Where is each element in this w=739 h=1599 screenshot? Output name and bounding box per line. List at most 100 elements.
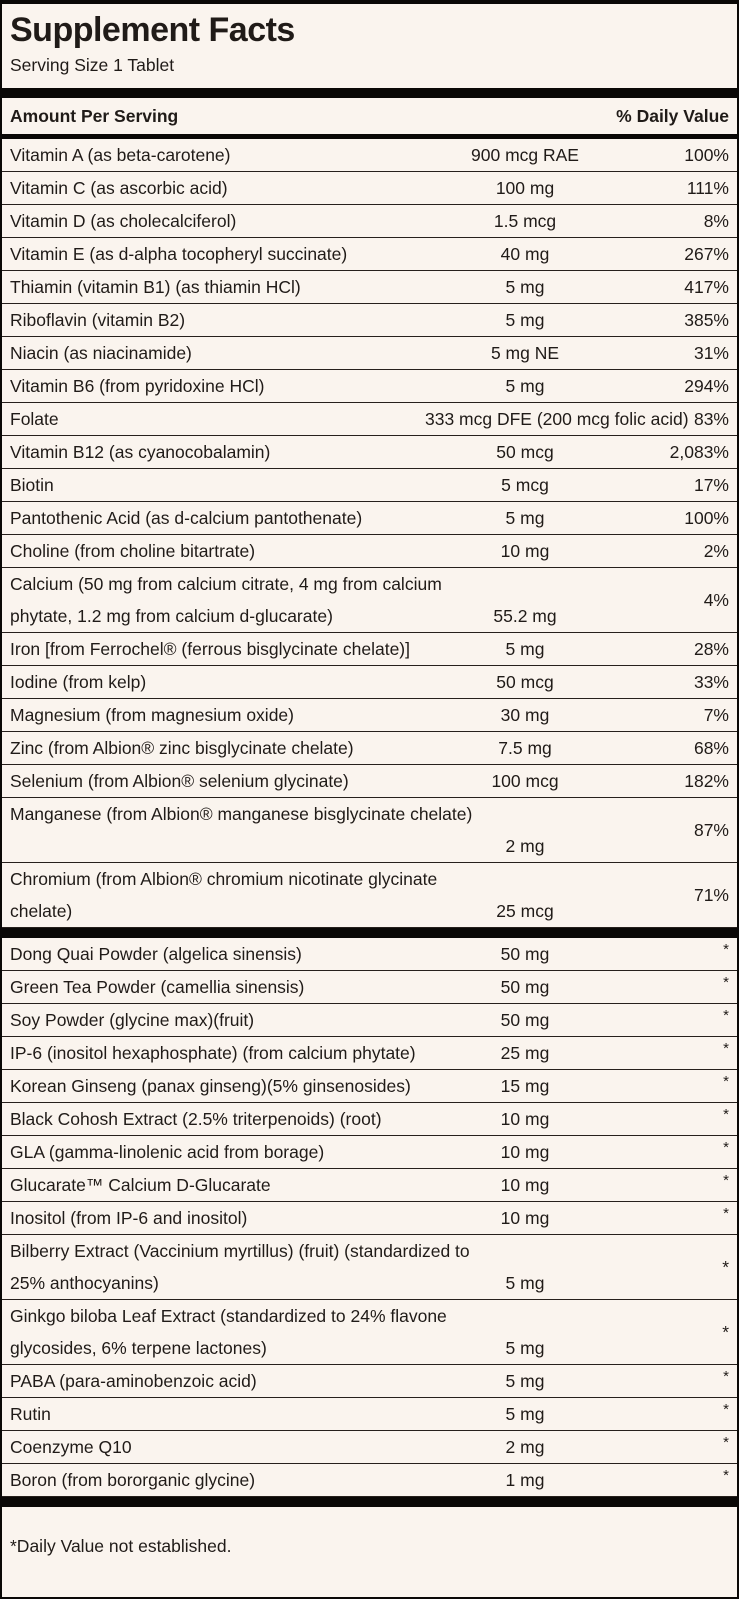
table-row: Calcium (50 mg from calcium citrate, 4 m… [2, 568, 737, 633]
daily-value-cell: 4% [703, 589, 729, 610]
ingredient-name: Choline (from choline bitartrate) [10, 541, 256, 561]
table-row: Dong Quai Powder (algelica sinensis) 50 … [2, 938, 737, 971]
daily-value-cell: * [723, 1401, 729, 1418]
table-row: Magnesium (from magnesium oxide) 30 mg 7… [2, 699, 737, 732]
ingredient-name: Boron (from bororganic glycine) [10, 1470, 256, 1490]
ingredient-name: Calcium (50 mg from calcium citrate, 4 m… [10, 574, 442, 594]
daily-value-cell: 385% [684, 309, 729, 330]
daily-value-footnote: *Daily Value not established. [10, 1536, 232, 1556]
amount-per-serving-header: Amount Per Serving [10, 106, 179, 126]
ingredient-amount: 25 mcg [496, 901, 554, 921]
ingredient-amount: 5 mg [505, 277, 545, 297]
nutrients-section: Vitamin A (as beta-carotene) 900 mcg RAE… [2, 139, 737, 928]
table-row: Ginkgo biloba Leaf Extract (standardized… [2, 1300, 737, 1365]
ingredient-name: Pantothenic Acid (as d-calcium pantothen… [10, 508, 363, 528]
ingredient-name: Green Tea Powder (camellia sinensis) [10, 977, 305, 997]
ingredient-cell: Magnesium (from magnesium oxide) 30 mg [10, 699, 625, 731]
table-row: Boron (from bororganic glycine) 1 mg * [2, 1464, 737, 1497]
table-row: Vitamin B6 (from pyridoxine HCl) 5 mg 29… [2, 370, 737, 403]
ingredient-name: Selenium (from Albion® selenium glycinat… [10, 771, 349, 791]
ingredient-amount: 30 mg [500, 705, 550, 725]
ingredient-name: Vitamin A (as beta-carotene) [10, 145, 231, 165]
botanicals-section: Dong Quai Powder (algelica sinensis) 50 … [2, 938, 737, 1497]
daily-value-cell: 111% [686, 177, 729, 198]
daily-value-cell: 8% [703, 210, 729, 231]
ingredient-cell: Vitamin B6 (from pyridoxine HCl) 5 mg [10, 370, 625, 402]
ingredient-cell: Iodine (from kelp) 50 mcg [10, 666, 625, 698]
daily-value-cell: 100% [684, 507, 729, 528]
ingredient-cell: Calcium (50 mg from calcium citrate, 4 m… [10, 568, 625, 632]
ingredient-name: Bilberry Extract (Vaccinium myrtillus) (… [10, 1241, 470, 1261]
ingredient-name: Magnesium (from magnesium oxide) [10, 705, 294, 725]
ingredient-amount: 900 mcg RAE [471, 145, 579, 165]
daily-value-cell: 87% [693, 819, 729, 840]
ingredient-cell: Zinc (from Albion® zinc bisglycinate che… [10, 732, 625, 764]
table-row: Iron [from Ferrochel® (ferrous bisglycin… [2, 633, 737, 666]
table-row: Zinc (from Albion® zinc bisglycinate che… [2, 732, 737, 765]
ingredient-cell: PABA (para-aminobenzoic acid) 5 mg [10, 1365, 625, 1397]
section-divider-bar [2, 88, 737, 98]
table-row: Vitamin B12 (as cyanocobalamin) 50 mcg 2… [2, 436, 737, 469]
table-row: Biotin 5 mcg 17% [2, 469, 737, 502]
table-row: Coenzyme Q10 2 mg * [2, 1431, 737, 1464]
daily-value-cell: * [723, 1434, 729, 1451]
table-row: Black Cohosh Extract (2.5% triterpenoids… [2, 1103, 737, 1136]
table-row: Vitamin E (as d-alpha tocopheryl succina… [2, 238, 737, 271]
ingredient-name: Black Cohosh Extract (2.5% triterpenoids… [10, 1109, 382, 1129]
label-title: Supplement Facts [10, 11, 295, 49]
ingredient-amount: 5 mg [505, 508, 545, 528]
ingredient-name: Glucarate™ Calcium D-Glucarate [10, 1175, 271, 1195]
table-row: Niacin (as niacinamide) 5 mg NE 31% [2, 337, 737, 370]
ingredient-amount: 5 mg [505, 639, 545, 659]
daily-value-cell: 83% [693, 408, 729, 429]
table-row: Riboflavin (vitamin B2) 5 mg 385% [2, 304, 737, 337]
ingredient-name: Vitamin C (as ascorbic acid) [10, 178, 228, 198]
daily-value-cell: 267% [684, 243, 729, 264]
ingredient-amount: 5 mcg [501, 475, 549, 495]
ingredient-amount: 5 mg [505, 310, 545, 330]
table-row: Glucarate™ Calcium D-Glucarate 10 mg * [2, 1169, 737, 1202]
ingredient-cell: GLA (gamma-linolenic acid from borage) 1… [10, 1136, 625, 1168]
ingredient-name-continued: 25% anthocyanins) [10, 1273, 159, 1293]
ingredient-cell: Black Cohosh Extract (2.5% triterpenoids… [10, 1103, 625, 1135]
ingredient-name: Folate [10, 409, 59, 429]
ingredient-name: Korean Ginseng (panax ginseng)(5% ginsen… [10, 1076, 411, 1096]
ingredient-amount: 5 mg [505, 1338, 545, 1358]
ingredient-cell: Vitamin B12 (as cyanocobalamin) 50 mcg [10, 436, 625, 468]
ingredient-amount: 50 mg [500, 944, 550, 964]
table-row: Thiamin (vitamin B1) (as thiamin HCl) 5 … [2, 271, 737, 304]
daily-value-cell: 71% [693, 884, 729, 905]
daily-value-cell: * [723, 1007, 729, 1024]
daily-value-cell: 2,083% [669, 441, 729, 462]
table-row: Pantothenic Acid (as d-calcium pantothen… [2, 502, 737, 535]
daily-value-cell: * [723, 1040, 729, 1057]
daily-value-cell: 28% [693, 638, 729, 659]
daily-value-cell: 294% [684, 375, 729, 396]
ingredient-amount: 2 mg [505, 1437, 545, 1457]
ingredient-cell: Glucarate™ Calcium D-Glucarate 10 mg [10, 1169, 625, 1201]
daily-value-header: % Daily Value [616, 106, 729, 126]
daily-value-cell: * [722, 1256, 729, 1277]
daily-value-cell: 31% [693, 342, 729, 363]
table-row: Folate 333 mcg DFE (200 mcg folic acid) … [2, 403, 737, 436]
daily-value-cell: 68% [693, 737, 729, 758]
serving-size: Serving Size 1 Tablet [10, 55, 175, 75]
ingredient-name: Coenzyme Q10 [10, 1437, 132, 1457]
ingredient-amount: 5 mg [505, 1404, 545, 1424]
ingredient-name: Riboflavin (vitamin B2) [10, 310, 186, 330]
ingredient-cell: Vitamin D (as cholecalciferol) 1.5 mcg [10, 205, 625, 237]
ingredient-name: Chromium (from Albion® chromium nicotina… [10, 869, 438, 889]
daily-value-cell: * [723, 1139, 729, 1156]
table-row: Green Tea Powder (camellia sinensis) 50 … [2, 971, 737, 1004]
ingredient-name: Inositol (from IP-6 and inositol) [10, 1208, 248, 1228]
ingredient-amount: 1.5 mcg [493, 211, 557, 231]
ingredient-cell: Manganese (from Albion® manganese bisgly… [10, 798, 625, 862]
ingredient-cell: Korean Ginseng (panax ginseng)(5% ginsen… [10, 1070, 625, 1102]
section-divider-bar [2, 1497, 737, 1507]
ingredient-cell: Thiamin (vitamin B1) (as thiamin HCl) 5 … [10, 271, 625, 303]
daily-value-cell: * [722, 1321, 729, 1342]
ingredient-name: Iodine (from kelp) [10, 672, 147, 692]
daily-value-cell: * [723, 1368, 729, 1385]
ingredient-amount: 50 mcg [496, 672, 554, 692]
ingredient-name: PABA (para-aminobenzoic acid) [10, 1371, 257, 1391]
